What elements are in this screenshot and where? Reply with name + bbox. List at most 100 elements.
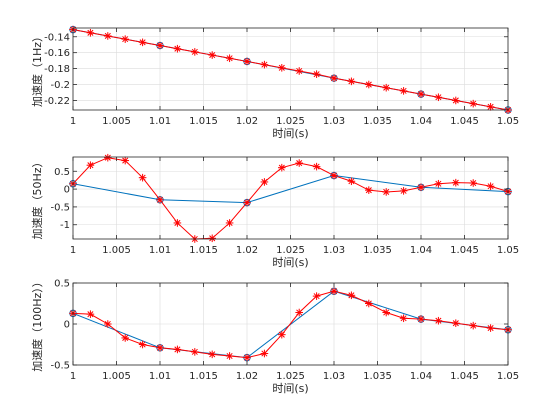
- star-stroke: [348, 178, 355, 185]
- star-stroke: [400, 187, 407, 194]
- y-tick-label: 0.5: [54, 167, 70, 178]
- data-point-star: [295, 308, 303, 317]
- data-point-star: [156, 195, 164, 204]
- star-stroke: [365, 300, 372, 307]
- star-stroke: [383, 188, 390, 195]
- x-tick-label: 1.015: [189, 245, 218, 256]
- star-stroke: [417, 316, 425, 323]
- star-stroke: [278, 164, 285, 171]
- data-point-star: [86, 28, 95, 37]
- x-tick-label: 1: [70, 116, 76, 127]
- data-point-star: [469, 321, 477, 330]
- star-stroke: [87, 29, 94, 36]
- data-point-star: [295, 67, 303, 75]
- subplot-3: 1 1.005 1.01 1.015 1.02 1.025 1.03 1.035 1.04 1.0…: [30, 276, 519, 395]
- x-tick-label: 1.03: [323, 116, 345, 127]
- star-stroke: [417, 184, 425, 191]
- star-stroke: [261, 178, 268, 185]
- data-point-star: [104, 153, 112, 162]
- star-stroke: [261, 350, 268, 357]
- data-point-star: [347, 291, 356, 300]
- star-stroke: [122, 334, 129, 341]
- x-tick-label: 1.02: [236, 116, 258, 127]
- data-point-star: [243, 57, 251, 66]
- data-point-star: [417, 90, 425, 98]
- star-stroke: [348, 78, 355, 85]
- data-point-star: [121, 35, 129, 43]
- data-point-star: [260, 60, 269, 69]
- y-tick-label: -0.2: [50, 80, 70, 91]
- data-point-star: [399, 87, 408, 95]
- y-tick-label: 0.5: [54, 279, 70, 290]
- x-tick-label: 1.03: [323, 245, 345, 256]
- subplot-1: 1 1.005 1.01 1.015 1.02 1.025 1.03 1.035 1.04 1.0…: [30, 25, 519, 140]
- star-stroke: [104, 154, 111, 161]
- star-stroke: [278, 331, 285, 338]
- data-point-star: [225, 54, 234, 63]
- data-point-star: [330, 287, 338, 295]
- data-point-star: [330, 171, 338, 180]
- x-tick-label: 1.04: [410, 245, 432, 256]
- data-point-star: [86, 310, 95, 318]
- y-tick-label: -1: [60, 220, 70, 231]
- data-point-star: [417, 183, 425, 192]
- star-stroke: [87, 162, 94, 169]
- y-axis-label: 加速度（50Hz）: [30, 156, 44, 239]
- data-point-star: [486, 103, 495, 111]
- x-tick-label: 1.05: [497, 245, 519, 256]
- x-tick-label: 1.045: [450, 371, 479, 382]
- star-stroke: [400, 315, 407, 322]
- data-point-star: [225, 219, 234, 227]
- star-stroke: [261, 61, 268, 68]
- star-stroke: [452, 179, 459, 186]
- x-tick-label: 1.045: [450, 245, 479, 256]
- star-stroke: [156, 196, 164, 203]
- x-tick-label: 1.04: [410, 116, 432, 127]
- star-stroke: [209, 52, 216, 59]
- data-point-star: [469, 99, 477, 108]
- star-stroke: [296, 160, 303, 167]
- data-point-star: [452, 96, 460, 105]
- star-stroke: [348, 292, 355, 299]
- x-tick-label: 1.01: [149, 116, 171, 127]
- y-tick-label: 0: [64, 185, 70, 196]
- star-stroke: [296, 309, 303, 316]
- star-stroke: [226, 352, 233, 360]
- data-point-star: [156, 343, 164, 352]
- y-tick-label: -0.18: [44, 64, 70, 75]
- star-stroke: [226, 55, 233, 62]
- x-tick-label: 1.015: [189, 116, 218, 127]
- data-point-star: [469, 179, 477, 187]
- star-stroke: [243, 199, 251, 206]
- y-tick-label: -0.5: [50, 361, 70, 372]
- x-tick-label: 1.035: [363, 116, 392, 127]
- data-point-star: [278, 330, 286, 339]
- y-axis-label: 加速度（1Hz）: [30, 31, 44, 107]
- data-point-star: [104, 320, 112, 328]
- data-point-star: [278, 64, 286, 72]
- data-point-star: [382, 83, 390, 92]
- data-point-star: [138, 173, 147, 182]
- star-stroke: [452, 97, 459, 104]
- series-line-2: [73, 29, 508, 110]
- star-stroke: [122, 157, 129, 164]
- data-point-star: [104, 32, 112, 40]
- data-point-star: [191, 348, 199, 356]
- star-stroke: [139, 39, 146, 46]
- star-stroke: [226, 219, 233, 226]
- x-tick-label: 1.025: [276, 371, 305, 382]
- star-stroke: [156, 344, 164, 351]
- data-point-star: [312, 162, 321, 171]
- star-stroke: [191, 348, 198, 355]
- data-point-star: [225, 352, 234, 360]
- x-tick-label: 1.005: [102, 371, 131, 382]
- x-axis-label: 时间(s): [272, 127, 308, 140]
- y-tick-label: -0.14: [44, 32, 70, 43]
- star-stroke: [470, 179, 477, 187]
- data-point-star: [434, 179, 443, 188]
- star-stroke: [487, 183, 494, 190]
- star-stroke: [435, 180, 442, 187]
- star-stroke: [174, 45, 181, 52]
- subplot-2: 1 1.005 1.01 1.015 1.02 1.025 1.03 1.035 1.04 1.0…: [30, 153, 519, 269]
- x-tick-label: 1.035: [363, 371, 392, 382]
